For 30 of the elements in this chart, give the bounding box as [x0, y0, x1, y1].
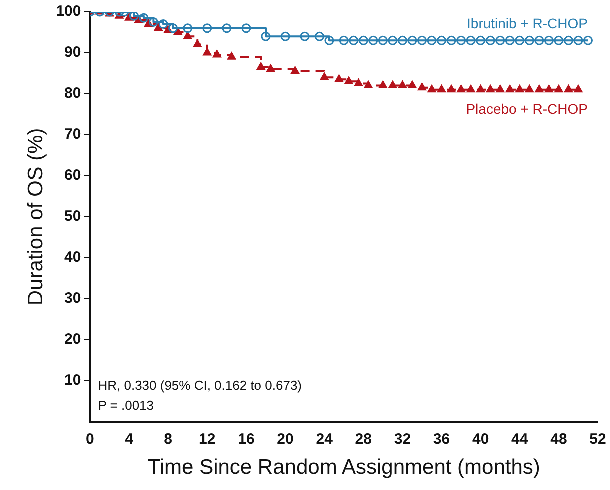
x-tick-label: 52 [590, 430, 606, 448]
x-tick-label: 36 [433, 430, 450, 448]
x-tick-label: 20 [277, 430, 294, 448]
y-axis-title: Duration of OS (%) [24, 128, 48, 306]
x-tick-label: 8 [164, 430, 173, 448]
annotation: HR, 0.330 (95% CI, 0.162 to 0.673) [98, 378, 302, 393]
x-tick-label: 4 [125, 430, 134, 448]
x-tick-label: 0 [86, 430, 94, 448]
x-tick-label: 44 [512, 430, 529, 448]
x-tick-label: 16 [238, 430, 255, 448]
y-tick-label: 60 [64, 167, 82, 184]
y-tick-label: 50 [64, 208, 82, 226]
x-tick-label: 40 [472, 430, 490, 448]
y-tick-label: 40 [64, 249, 82, 266]
x-tick-label: 28 [355, 430, 372, 448]
x-axis-title: Time Since Random Assignment (months) [148, 456, 540, 480]
x-tick-label: 32 [394, 430, 412, 448]
y-tick-label: 70 [64, 126, 82, 144]
series-label: Ibrutinib + R-CHOP [467, 16, 588, 32]
series-label: Placebo + R-CHOP [466, 100, 588, 117]
y-tick-label: 100 [56, 3, 82, 20]
y-tick-label: 20 [64, 330, 82, 348]
y-tick-label: 80 [64, 85, 82, 102]
x-tick-label: 24 [316, 430, 334, 448]
annotation: P = .0013 [98, 398, 154, 413]
y-tick-label: 30 [64, 290, 82, 307]
x-tick-label: 48 [550, 430, 568, 448]
y-tick-label: 90 [64, 44, 82, 62]
x-tick-label: 12 [199, 430, 216, 448]
y-tick-label: 10 [64, 372, 82, 389]
